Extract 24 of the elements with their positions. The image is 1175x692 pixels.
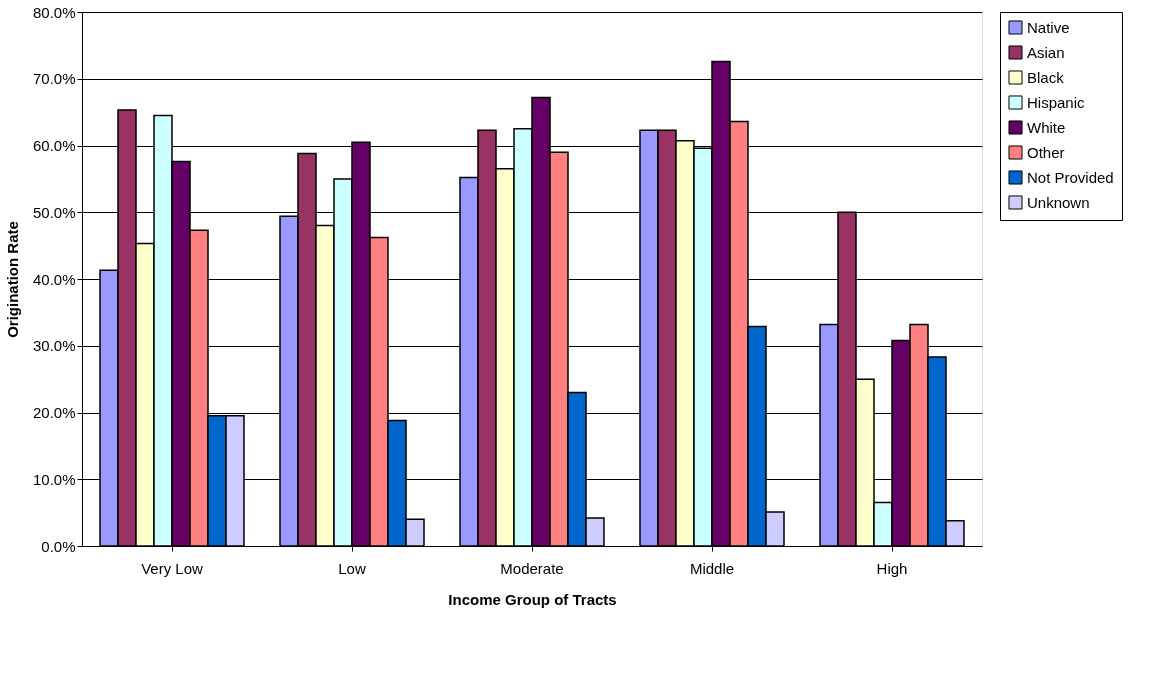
- legend-label: White: [1027, 118, 1066, 136]
- legend-label: Other: [1027, 143, 1065, 161]
- x-tick-label: Middle: [689, 559, 735, 577]
- y-tick-label: 60.0%: [32, 137, 76, 154]
- legend-label: Unknown: [1027, 193, 1090, 211]
- y-tick-label: 10.0%: [32, 470, 76, 488]
- y-tick-label: 50.0%: [32, 203, 76, 221]
- legend-label: Not Provided: [1027, 168, 1114, 186]
- x-axis-title: Income Group of Tracts: [448, 590, 617, 608]
- legend-label: Black: [1027, 68, 1065, 86]
- y-tick-label: 80.0%: [32, 3, 76, 21]
- legend-label: Native: [1027, 18, 1070, 36]
- y-tick-label: 20.0%: [32, 404, 76, 421]
- y-tick-label: 40.0%: [32, 270, 76, 288]
- x-tick-label: Low: [338, 559, 366, 577]
- y-tick-label: 30.0%: [32, 337, 76, 355]
- x-tick-label: High: [876, 559, 908, 577]
- x-tick-label: Moderate: [500, 559, 564, 577]
- y-axis-title: Origination Rate: [3, 221, 21, 338]
- legend-label: Hispanic: [1027, 93, 1086, 111]
- x-tick-label: Very Low: [141, 559, 204, 577]
- legend-label: Asian: [1027, 43, 1065, 61]
- y-tick-label: 70.0%: [32, 70, 76, 88]
- y-tick-label: 0.0%: [41, 537, 76, 555]
